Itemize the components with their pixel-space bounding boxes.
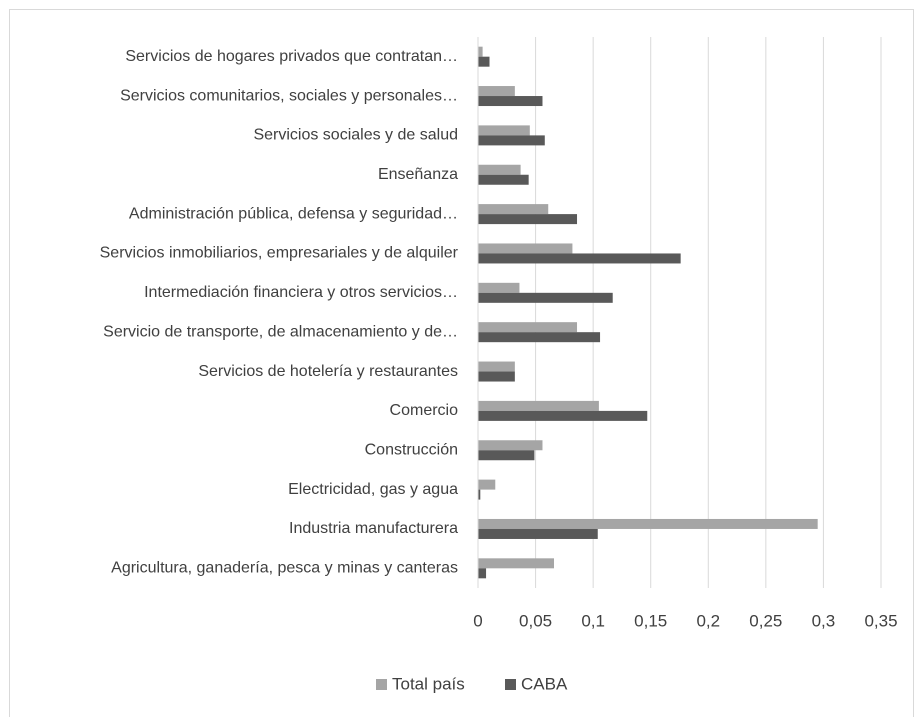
y-tick-label: Enseñanza [378, 166, 458, 183]
bar [478, 46, 483, 57]
bar [478, 214, 578, 225]
bar [478, 489, 481, 500]
x-tick-label: 0,1 [581, 611, 605, 630]
legend-swatch [505, 679, 516, 690]
y-tick-label: Industria manufacturera [289, 520, 458, 537]
bar [478, 322, 578, 333]
bar [478, 371, 515, 382]
bar [478, 253, 681, 264]
bar [478, 361, 515, 372]
y-tick-label: Agricultura, ganadería, pesca y minas y … [111, 560, 458, 577]
bar [478, 528, 598, 539]
bar [478, 410, 648, 421]
bar [478, 243, 573, 254]
bar [478, 204, 549, 215]
bar [478, 125, 530, 136]
y-tick-label: Servicios de hogares privados que contra… [125, 48, 458, 65]
bar [478, 56, 490, 67]
x-tick-label: 0,3 [812, 611, 836, 630]
bar [478, 282, 520, 293]
x-tick-label: 0,25 [749, 611, 782, 630]
bar [478, 450, 535, 461]
y-tick-label: Intermediación financiera y otros servic… [144, 284, 458, 301]
bar [478, 86, 515, 97]
y-tick-label: Servicios inmobiliarios, empresariales y… [100, 245, 459, 262]
bar [478, 332, 601, 343]
bar [478, 479, 496, 490]
y-tick-label: Servicios sociales y de salud [253, 127, 458, 144]
chart-border [9, 9, 914, 717]
bar [478, 292, 613, 303]
bar [478, 518, 818, 529]
y-tick-label: Comercio [390, 402, 459, 419]
bar [478, 174, 529, 185]
x-tick-label: 0,15 [634, 611, 667, 630]
bar [478, 135, 545, 146]
bar [478, 440, 543, 451]
y-tick-label: Servicios comunitarios, sociales y perso… [120, 87, 458, 104]
x-tick-label: 0,2 [696, 611, 720, 630]
x-tick-label: 0,35 [864, 611, 897, 630]
bar [478, 400, 599, 411]
y-tick-label: Administración pública, defensa y seguri… [129, 205, 458, 222]
x-tick-label: 0 [473, 611, 482, 630]
bar [478, 568, 487, 579]
bar [478, 96, 543, 107]
y-tick-label: Servicio de transporte, de almacenamient… [103, 323, 458, 340]
y-tick-label: Electricidad, gas y agua [288, 481, 458, 498]
legend-swatch [376, 679, 387, 690]
y-tick-label: Construcción [365, 441, 458, 458]
x-tick-label: 0,05 [519, 611, 552, 630]
bar [478, 558, 554, 569]
bar [478, 164, 521, 175]
legend-label: CABA [521, 674, 568, 693]
legend-label: Total país [392, 674, 465, 693]
y-tick-label: Servicios de hotelería y restaurantes [198, 363, 458, 380]
